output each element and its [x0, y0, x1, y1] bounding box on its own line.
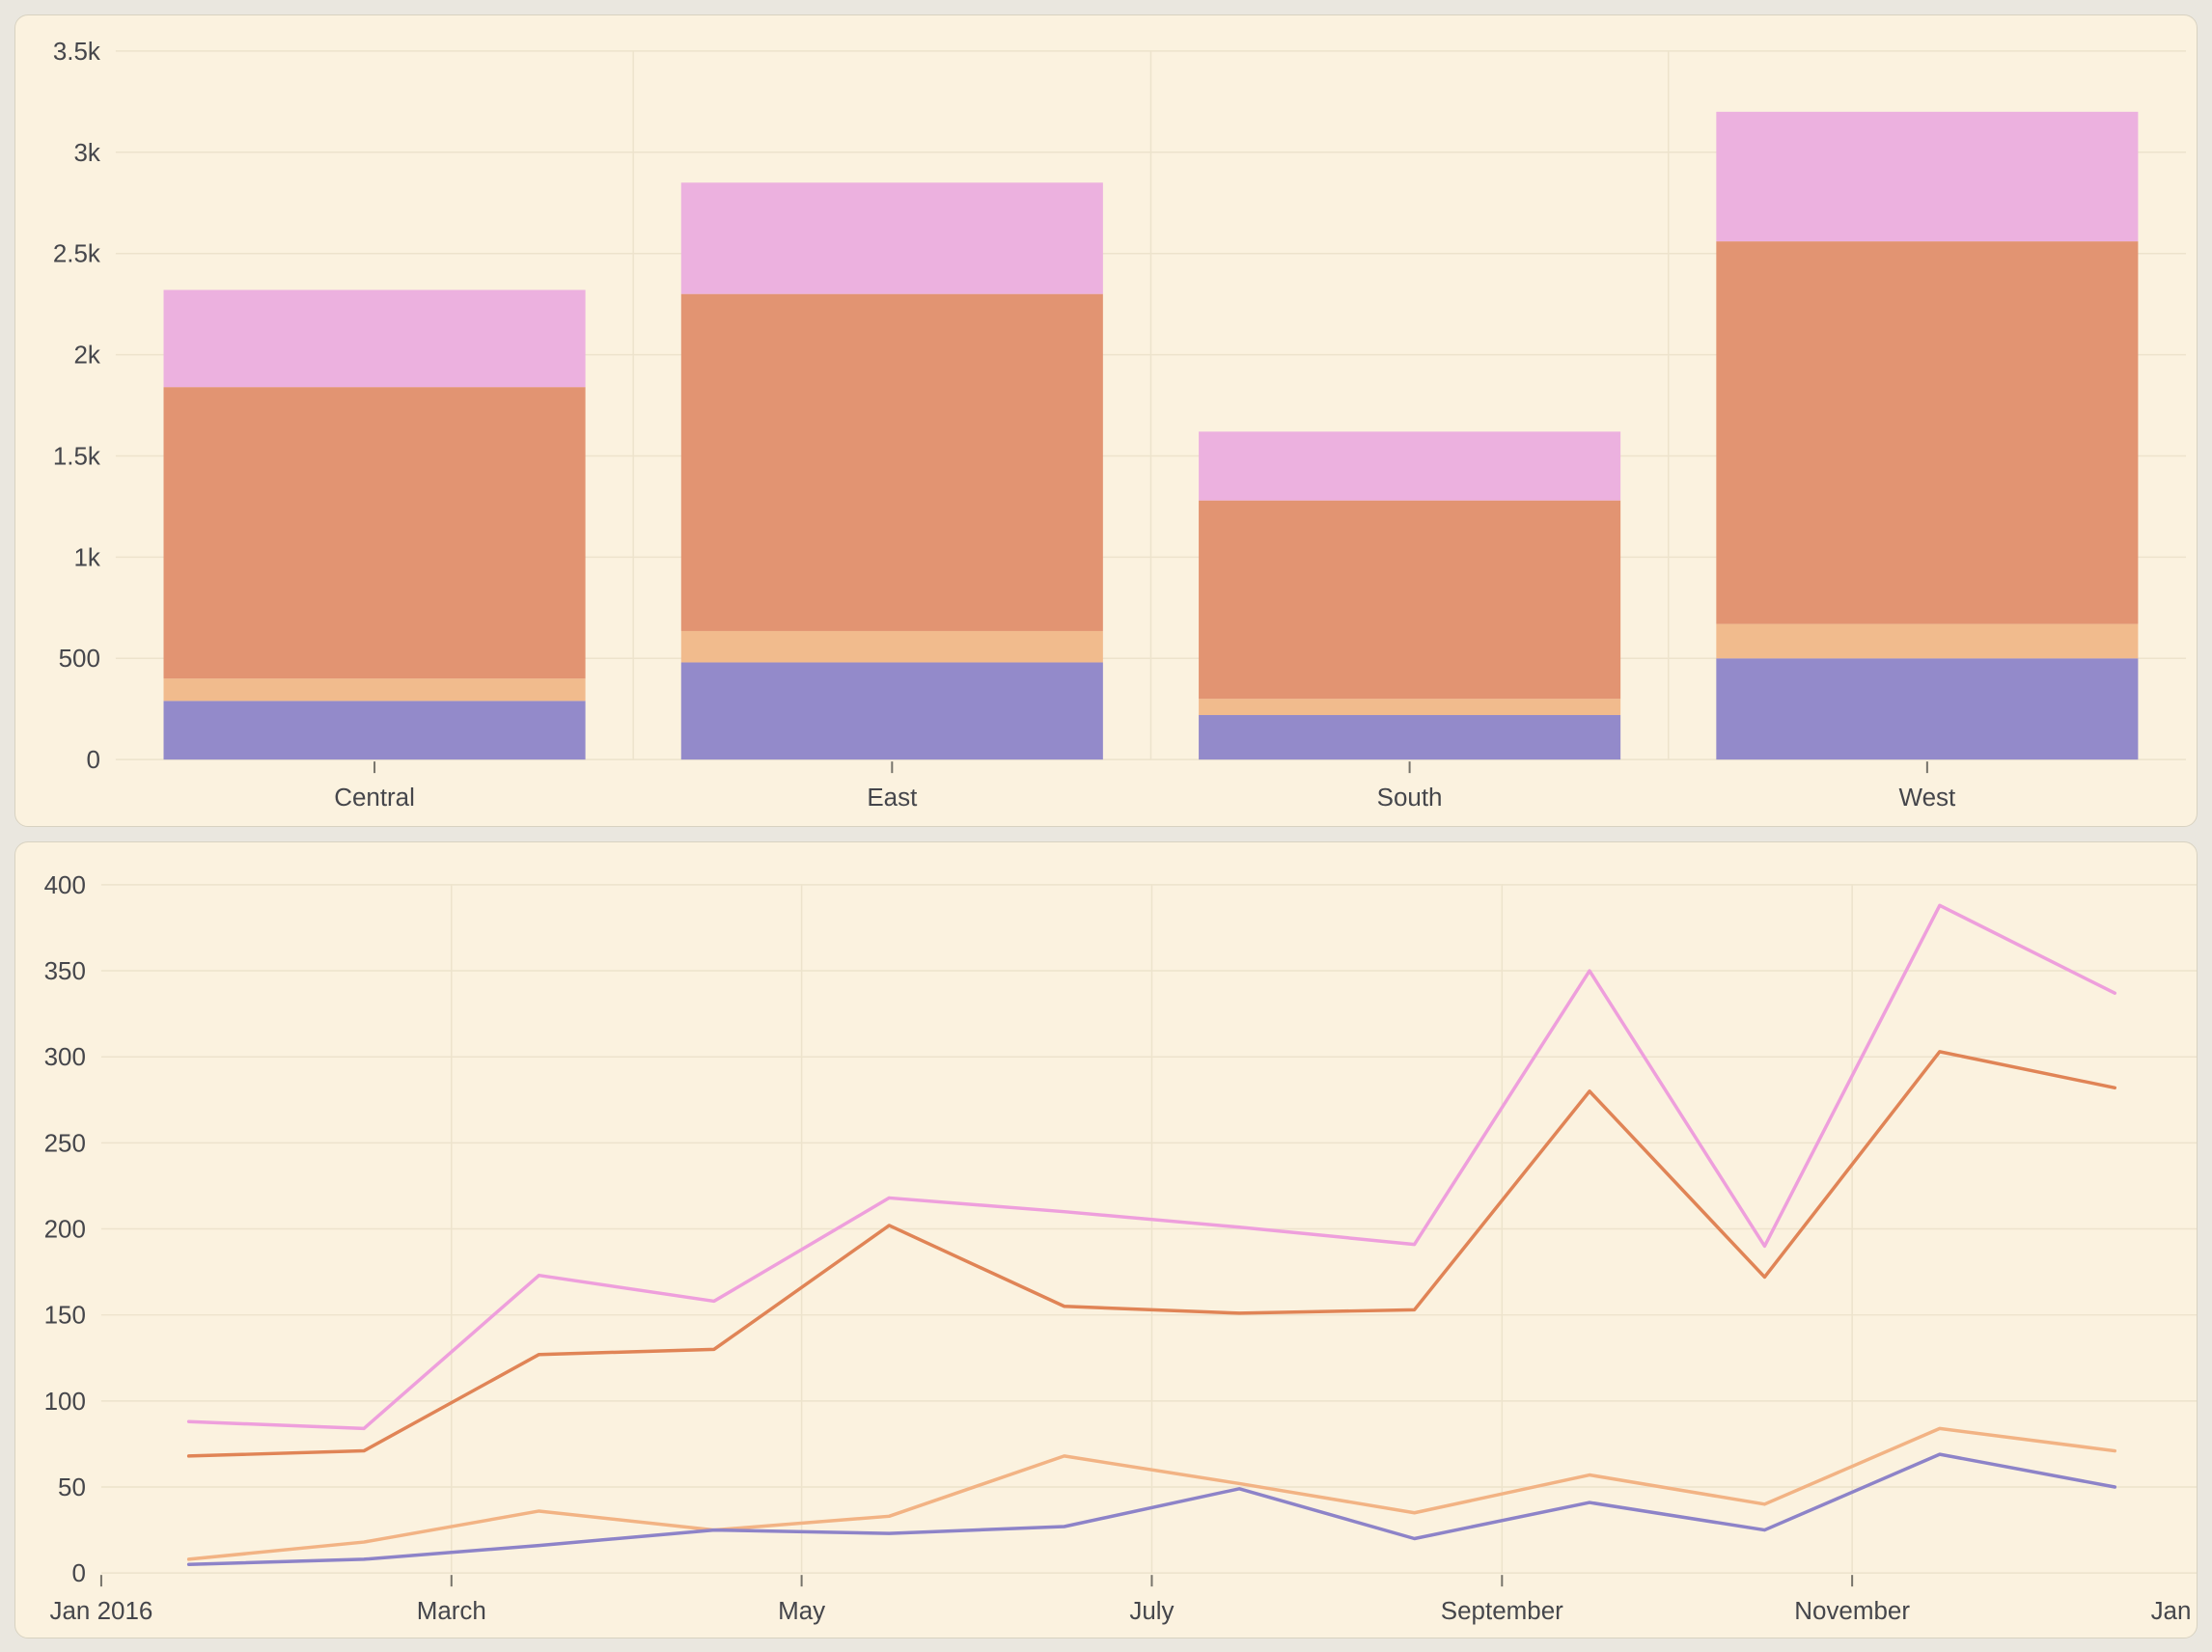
y-tick-label: 3.5k	[53, 39, 100, 66]
bar-segment-light-orange-west[interactable]	[1716, 623, 2139, 659]
bar-segment-violet-west[interactable]	[1716, 658, 2139, 760]
bar-segment-light-orange-central[interactable]	[163, 678, 586, 702]
x-tick-label: March	[417, 1598, 486, 1625]
x-tick-label: West	[1899, 785, 1956, 812]
stacked-bar-chart[interactable]: 0 500 1k 1.5k 2k 2.5k 3k 3.5k Central East South We…	[15, 15, 2197, 826]
line-series-pink[interactable]	[186, 903, 2117, 1431]
line-series-violet[interactable]	[186, 1452, 2117, 1566]
y-tick-label: 1.5k	[53, 443, 100, 470]
bar-segment-light-orange-east[interactable]	[680, 630, 1103, 663]
y-tick-label: 100	[44, 1389, 86, 1416]
y-tick-label: 250	[44, 1130, 86, 1157]
y-tick-label: 500	[59, 646, 100, 673]
line-series-orange[interactable]	[186, 1050, 2117, 1458]
bar-segment-violet-south[interactable]	[1199, 715, 1621, 760]
bar-segment-salmon-east[interactable]	[680, 293, 1103, 631]
y-tick-label: 2.5k	[53, 241, 100, 268]
x-tick-label: September	[1441, 1598, 1563, 1625]
x-tick-label: East	[867, 785, 918, 812]
x-tick-label: Jan 2017	[2151, 1598, 2197, 1625]
line-chart[interactable]: 0 50 100 150 200 250 300 350 400 Jan 2016 March May…	[15, 842, 2197, 1638]
x-tick-label: November	[1794, 1598, 1910, 1625]
bar-segment-salmon-central[interactable]	[163, 387, 586, 679]
bar-segment-pink-east[interactable]	[680, 182, 1103, 294]
line-series-light-orange[interactable]	[186, 1426, 2117, 1561]
bar-segment-pink-central[interactable]	[163, 289, 586, 388]
bar-segment-pink-west[interactable]	[1716, 111, 2139, 242]
bar-segment-salmon-south[interactable]	[1199, 500, 1621, 700]
bar-segment-violet-east[interactable]	[680, 662, 1103, 760]
bar-segment-pink-south[interactable]	[1199, 431, 1621, 501]
y-tick-label: 0	[86, 747, 99, 774]
y-tick-label: 2k	[73, 343, 99, 370]
bar-segment-light-orange-south[interactable]	[1199, 699, 1621, 716]
y-tick-label: 50	[58, 1474, 86, 1501]
bar-segment-violet-central[interactable]	[163, 701, 586, 760]
x-tick-label: Jan 2016	[50, 1598, 153, 1625]
y-tick-label: 3k	[73, 140, 99, 167]
y-tick-label: 200	[44, 1217, 86, 1244]
stacked-bar-chart-panel: 0 500 1k 1.5k 2k 2.5k 3k 3.5k Central East South We…	[14, 14, 2198, 827]
y-tick-label: 0	[71, 1560, 85, 1587]
y-tick-label: 1k	[73, 544, 99, 571]
line-chart-panel: 0 50 100 150 200 250 300 350 400 Jan 2016 March May…	[14, 841, 2198, 1638]
x-tick-label: May	[778, 1598, 825, 1625]
x-tick-label: South	[1377, 785, 1443, 812]
bar-segment-salmon-west[interactable]	[1716, 241, 2139, 624]
y-tick-label: 150	[44, 1303, 86, 1330]
x-tick-label: July	[1129, 1598, 1174, 1625]
y-tick-label: 400	[44, 872, 86, 899]
x-tick-label: Central	[334, 785, 415, 812]
y-tick-label: 300	[44, 1044, 86, 1071]
y-tick-label: 350	[44, 958, 86, 985]
